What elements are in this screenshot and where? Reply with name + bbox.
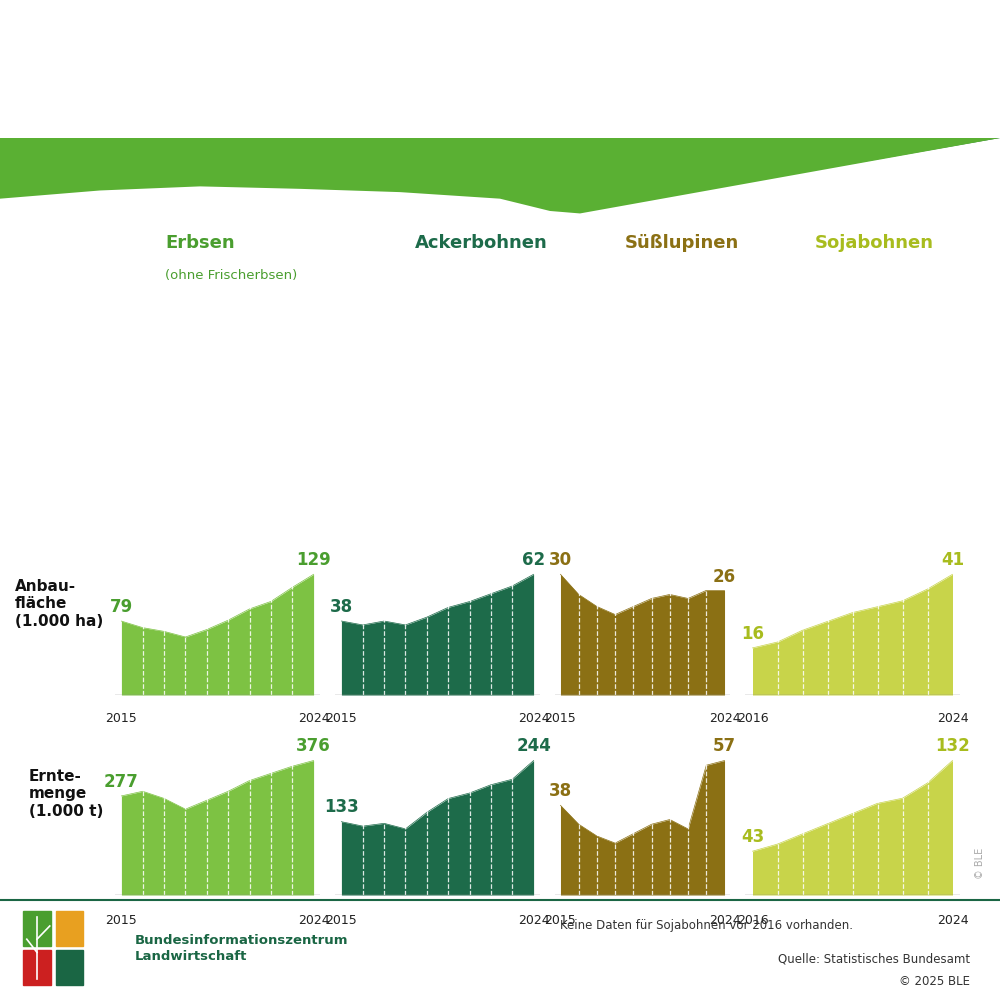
Text: 38: 38	[330, 598, 353, 616]
Bar	[56, 911, 83, 946]
Polygon shape	[0, 138, 1000, 208]
Text: 16: 16	[741, 625, 764, 643]
Text: 2024: 2024	[518, 914, 549, 927]
Text: 2024: 2024	[709, 914, 740, 927]
Text: © BLE: © BLE	[975, 848, 985, 879]
Text: 2016: 2016	[737, 712, 768, 725]
Bar	[23, 911, 51, 946]
Text: Ernte-
menge
(1.000 t): Ernte- menge (1.000 t)	[29, 769, 103, 818]
Text: 38: 38	[549, 782, 572, 800]
Text: 62: 62	[522, 551, 545, 569]
Text: 79: 79	[110, 598, 133, 616]
Text: Sojabohnen: Sojabohnen	[815, 234, 934, 252]
Bar	[56, 950, 83, 985]
Text: 277: 277	[104, 773, 139, 791]
Text: 2024: 2024	[298, 914, 329, 927]
Text: 41: 41	[941, 551, 964, 569]
Text: 26: 26	[713, 568, 736, 586]
Text: 2016: 2016	[737, 914, 768, 927]
Text: Hülsenfrüchten in Deutschland: Hülsenfrüchten in Deutschland	[245, 93, 755, 120]
Polygon shape	[0, 138, 1000, 213]
Text: 132: 132	[935, 737, 970, 755]
Text: 2015: 2015	[326, 914, 357, 927]
Text: 376: 376	[296, 737, 331, 755]
Text: 2015: 2015	[545, 914, 576, 927]
Text: Ackerbohnen: Ackerbohnen	[415, 234, 548, 252]
Text: 2015: 2015	[326, 712, 357, 725]
Text: 244: 244	[516, 737, 551, 755]
Text: 2015: 2015	[545, 712, 576, 725]
Text: Bundesinformationszentrum
Landwirtschaft: Bundesinformationszentrum Landwirtschaft	[135, 934, 349, 962]
Text: 30: 30	[549, 551, 572, 569]
Text: Erbsen: Erbsen	[165, 234, 235, 252]
Text: 2024: 2024	[518, 712, 549, 725]
Text: 129: 129	[296, 551, 331, 569]
Text: 2015: 2015	[106, 914, 137, 927]
Text: 43: 43	[741, 828, 764, 846]
Text: Quelle: Statistisches Bundesamt: Quelle: Statistisches Bundesamt	[778, 952, 970, 965]
Bar	[23, 950, 51, 985]
Text: 2024: 2024	[937, 914, 968, 927]
Text: 2015: 2015	[106, 712, 137, 725]
Text: (ohne Frischerbsen): (ohne Frischerbsen)	[165, 269, 297, 282]
Text: 133: 133	[324, 798, 359, 816]
Text: Keine Daten für Sojabohnen vor 2016 vorhanden.: Keine Daten für Sojabohnen vor 2016 vorh…	[560, 919, 853, 932]
Text: 2024: 2024	[298, 712, 329, 725]
Text: Anbau-
fläche
(1.000 ha): Anbau- fläche (1.000 ha)	[15, 579, 103, 629]
Text: 2024: 2024	[937, 712, 968, 725]
Text: Anbauflächen und Erntemengen von: Anbauflächen und Erntemengen von	[201, 36, 799, 64]
Text: 57: 57	[713, 737, 736, 755]
Text: Süßlupinen: Süßlupinen	[625, 234, 739, 252]
Text: 2024: 2024	[709, 712, 740, 725]
Text: © 2025 BLE: © 2025 BLE	[899, 975, 970, 988]
